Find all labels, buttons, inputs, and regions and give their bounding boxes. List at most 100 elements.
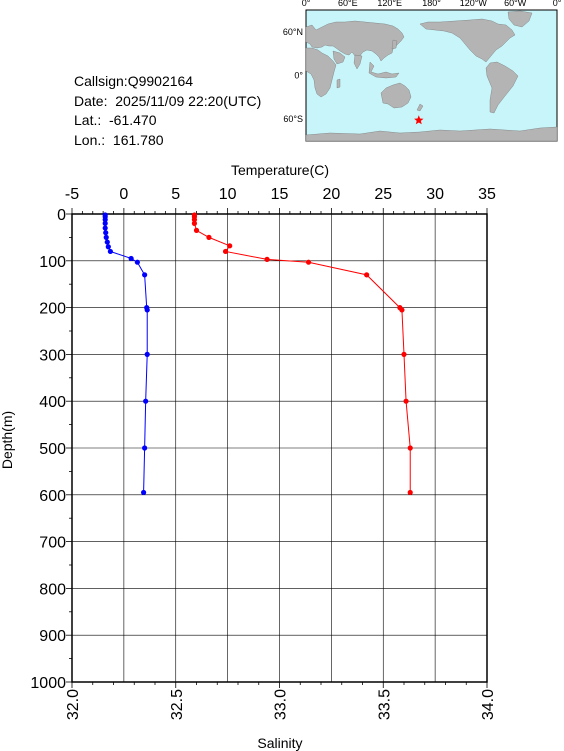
salinity-tick-label: 32.5 [169, 689, 186, 720]
land-arabia [332, 50, 346, 65]
temperature-data-point [104, 239, 110, 245]
location-map: 0° 60°E 120°E 180° 120°W 60°W 0° 60°N 0° 60°S [283, 0, 562, 142]
land-africa [305, 47, 337, 98]
depth-tick-label: 600 [39, 488, 66, 505]
depth-tick-label: 200 [39, 301, 66, 318]
float-info-panel: Callsign:Q9902164 Date: 2025/11/09 22:20… [74, 72, 261, 150]
float-position-star [414, 115, 424, 125]
depth-tick-labels: 0 100 200 300 400 500 600 700 800 900 1000 [30, 207, 66, 692]
map-lon-label: 60°W [504, 0, 527, 8]
salinity-tick-label: 32.0 [65, 689, 82, 720]
date-text: Date: 2025/11/09 22:20(UTC) [74, 92, 262, 109]
map-lon-label: 60°E [338, 0, 358, 8]
temperature-data-point [134, 259, 140, 265]
land-indonesia [368, 61, 400, 79]
salinity-tick-labels: 32.0 32.5 33.0 33.5 34.0 [65, 689, 497, 720]
salinity-data-point [364, 272, 370, 278]
land-australia [380, 82, 412, 109]
depth-tick-label: 500 [39, 441, 66, 458]
land-new-zealand [416, 103, 424, 112]
temperature-tick-labels: -5 0 5 10 15 20 25 30 35 [65, 186, 496, 203]
temperature-data-point [144, 307, 150, 313]
land-eurasia-west [305, 20, 405, 62]
temperature-tick-label: 5 [171, 186, 180, 203]
temperature-data-point [140, 489, 147, 496]
profile-series [102, 212, 413, 496]
salinity-data-point [407, 489, 413, 496]
map-lat-label: 60°S [283, 114, 303, 124]
float-star-marker [414, 115, 424, 125]
temperature-data-point [143, 398, 149, 404]
temperature-data-point [144, 351, 150, 357]
map-lon-label: 0° [553, 0, 562, 8]
depth-tick-label: 700 [39, 535, 66, 552]
temperature-data-point [142, 445, 148, 451]
temperature-data-point [142, 272, 148, 278]
callsign-text: Callsign:Q9902164 [74, 73, 194, 89]
land-antarctica [305, 126, 558, 142]
land-north-america [419, 18, 516, 63]
depth-tick-label: 400 [39, 394, 66, 411]
longitude-text: Lon.: 161.780 [74, 131, 164, 148]
temperature-tick-label: 25 [374, 186, 392, 203]
map-lon-label: 180° [422, 0, 441, 8]
salinity-data-point [206, 234, 212, 240]
temperature-profile-line [104, 214, 148, 493]
temperature-data-point [102, 220, 108, 226]
depth-tick-label: 1000 [30, 675, 66, 692]
temperature-data-point [103, 234, 109, 240]
map-lat-label: 60°N [283, 27, 303, 37]
temperature-tick-label: 10 [219, 186, 237, 203]
land-madagascar [336, 78, 341, 89]
salinity-data-point [227, 243, 233, 249]
salinity-data-point [403, 398, 409, 404]
salinity-tick-label: 33.5 [376, 689, 393, 720]
salinity-profile-line [193, 214, 411, 493]
temperature-data-point [103, 230, 109, 236]
temperature-tick-label: 35 [478, 186, 496, 203]
temperature-tick-label: 0 [119, 186, 128, 203]
depth-tick-label: 900 [39, 628, 66, 645]
map-lon-label: 120°W [460, 0, 488, 8]
map-lon-label: 120°E [377, 0, 402, 8]
temperature-tick-label: 15 [271, 186, 289, 203]
land-india [353, 54, 363, 70]
salinity-data-point [193, 227, 200, 233]
land-japan [391, 39, 398, 50]
depth-tick-label: 300 [39, 347, 66, 364]
temperature-axis-label: Temperature(C) [231, 162, 329, 178]
temperature-tick-label: 30 [426, 186, 444, 203]
map-lon-label: 0° [302, 0, 311, 8]
salinity-data-point [305, 259, 312, 265]
salinity-data-point [191, 220, 198, 226]
temperature-data-point [107, 248, 113, 255]
salinity-data-point [222, 248, 229, 255]
salinity-data-point [401, 351, 407, 357]
plot-grid [71, 213, 488, 683]
temperature-data-point [105, 244, 111, 250]
map-axis-labels: 0° 60°E 120°E 180° 120°W 60°W 0° 60°N 0° 60°S [283, 0, 562, 124]
salinity-tick-label: 33.0 [273, 689, 290, 720]
salinity-data-point [264, 256, 270, 262]
depth-tick-label: 100 [39, 254, 66, 271]
land-greenland [507, 10, 533, 28]
salinity-data-point [399, 307, 405, 313]
temperature-data-point [102, 217, 108, 223]
salinity-data-point [191, 217, 198, 223]
depth-axis-label: Depth(m) [0, 411, 15, 469]
depth-tick-label: 800 [39, 581, 66, 598]
temperature-tick-label: -5 [65, 186, 79, 203]
salinity-tick-label: 34.0 [480, 689, 497, 720]
latitude-text: Lat.: -61.470 [74, 112, 157, 128]
land-south-america [485, 61, 519, 114]
minor-ticks [66, 208, 488, 688]
temperature-data-point [102, 225, 108, 231]
salinity-data-point [407, 445, 413, 451]
temperature-tick-label: 20 [322, 186, 340, 203]
depth-tick-label: 0 [57, 207, 66, 224]
map-land [305, 10, 558, 142]
map-lat-label: 0° [294, 71, 303, 81]
salinity-axis-label: Salinity [257, 735, 302, 751]
temperature-data-point [128, 255, 134, 262]
